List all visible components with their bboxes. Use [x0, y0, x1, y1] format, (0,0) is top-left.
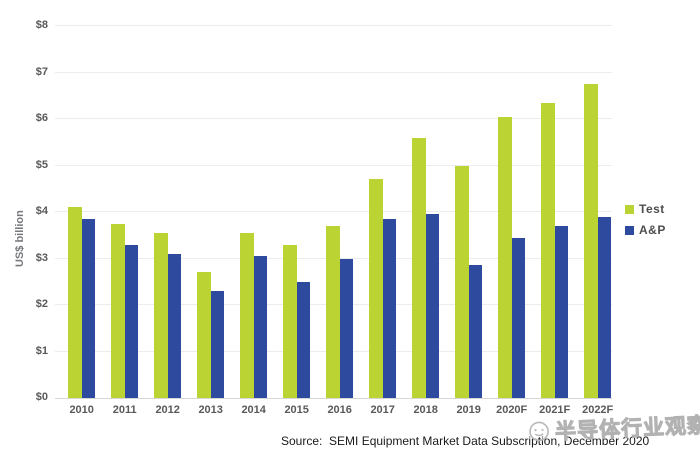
legend-item-test: Test — [625, 202, 666, 216]
legend-label-ap: A&P — [639, 223, 666, 237]
y-tick-label-8: $8 — [35, 19, 48, 31]
bar-test-2022F — [584, 84, 598, 398]
bar-test-2011 — [111, 223, 125, 398]
legend-label-test: Test — [639, 202, 665, 216]
y-tick-label-3: $3 — [35, 251, 48, 264]
bar-ap-2010 — [81, 218, 96, 398]
y-tick-label-2: $2 — [35, 298, 48, 310]
y-tick-label-1: $1 — [35, 344, 48, 357]
ap-series-swatch — [625, 225, 634, 235]
bar-group-2022F — [584, 84, 612, 398]
x-tick-label-2020F: 2020F — [496, 404, 528, 416]
x-tick-label-2010: 2010 — [69, 404, 94, 416]
bar-group-2016 — [326, 225, 354, 398]
bar-group-2015 — [283, 244, 311, 398]
bar-group-2013 — [197, 272, 225, 398]
bar-test-2010 — [68, 207, 82, 398]
bar-ap-2016 — [339, 258, 354, 398]
x-tick-label-2014: 2014 — [241, 404, 266, 416]
gridline-5 — [55, 164, 612, 166]
bar-test-2020F — [498, 116, 512, 398]
bar-ap-2022F — [597, 216, 612, 398]
y-tick-label-4: $4 — [35, 205, 48, 217]
bar-group-2020F — [498, 116, 526, 398]
legend-item-ap: A&P — [625, 223, 666, 237]
x-tick-label-2021F: 2021F — [539, 404, 571, 416]
x-tick-label-2013: 2013 — [198, 404, 223, 416]
bar-ap-2019 — [468, 265, 483, 398]
x-tick-label-2019: 2019 — [456, 404, 481, 416]
bar-ap-2015 — [296, 281, 311, 398]
bar-group-2014 — [240, 232, 268, 398]
bar-group-2018 — [412, 137, 440, 398]
x-tick-label-2016: 2016 — [327, 404, 352, 416]
bar-ap-2013 — [210, 291, 225, 398]
y-tick-label-6: $6 — [35, 112, 48, 124]
x-tick-label-2015: 2015 — [284, 404, 309, 416]
bar-ap-2012 — [167, 253, 182, 398]
gridline-6 — [55, 118, 612, 119]
bar-group-2021F — [541, 102, 569, 398]
x-tick-label-2018: 2018 — [413, 404, 438, 416]
y-tick-label-7: $7 — [35, 65, 48, 78]
bar-group-2017 — [369, 179, 397, 398]
test-series-swatch — [625, 204, 634, 214]
bar-ap-2021F — [554, 225, 569, 398]
bar-ap-2014 — [253, 256, 268, 398]
bar-test-2012 — [154, 232, 168, 398]
bar-test-2021F — [541, 102, 555, 398]
x-axis-line — [55, 398, 612, 399]
bar-test-2017 — [369, 179, 383, 398]
bar-test-2014 — [240, 232, 254, 398]
bar-group-2010 — [68, 207, 96, 398]
gridline-8 — [55, 25, 612, 26]
bar-test-2016 — [326, 225, 340, 398]
bar-group-2019 — [455, 165, 483, 398]
bar-test-2019 — [455, 165, 469, 398]
bar-test-2018 — [412, 137, 426, 398]
bar-ap-2020F — [511, 237, 526, 398]
bar-ap-2011 — [124, 244, 139, 398]
x-tick-label-2011: 2011 — [112, 404, 137, 416]
plot-area — [55, 25, 612, 399]
gridline-7 — [55, 71, 612, 73]
bar-ap-2017 — [382, 218, 397, 398]
x-tick-label-2017: 2017 — [370, 404, 395, 416]
bar-ap-2018 — [425, 214, 440, 398]
bar-test-2015 — [283, 244, 297, 398]
bar-test-2013 — [197, 272, 211, 398]
legend: Test A&P — [625, 202, 666, 237]
y-tick-label-5: $5 — [35, 158, 48, 171]
gridline-4 — [55, 211, 612, 212]
y-tick-label-0: $0 — [35, 391, 48, 403]
source-caption: Source: SEMI Equipment Market Data Subsc… — [281, 434, 650, 448]
x-tick-label-2012: 2012 — [155, 404, 180, 416]
x-tick-label-2022F: 2022F — [582, 404, 614, 416]
bar-group-2011 — [111, 223, 139, 398]
bar-group-2012 — [154, 232, 182, 398]
